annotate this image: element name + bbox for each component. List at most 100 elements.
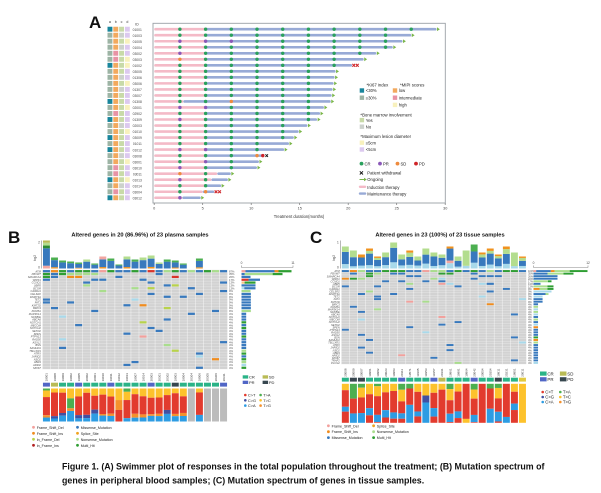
svg-text:In_Frame_Ins: In_Frame_Ins — [37, 444, 59, 448]
svg-text:BIRC3: BIRC3 — [33, 306, 41, 310]
svg-text:BSN: BSN — [334, 336, 340, 340]
svg-text:C>T: C>T — [248, 393, 256, 398]
svg-text:03007: 03007 — [133, 94, 142, 98]
svg-text:19983: 19983 — [392, 368, 396, 377]
svg-text:b: b — [115, 20, 117, 24]
svg-text:ATM: ATM — [333, 269, 340, 273]
svg-text:20354: 20354 — [489, 368, 493, 377]
svg-text:9%: 9% — [229, 292, 233, 296]
svg-text:SD: SD — [567, 372, 573, 377]
svg-text:SPEN: SPEN — [34, 332, 41, 336]
svg-text:20002: 20002 — [85, 373, 89, 382]
svg-text:35%: 35% — [229, 272, 235, 276]
svg-text:12: 12 — [586, 261, 590, 265]
svg-text:PR: PR — [547, 377, 553, 382]
svg-text:FBXW7: FBXW7 — [32, 272, 42, 276]
svg-text:KMT2D: KMT2D — [32, 303, 41, 307]
svg-text:19002: 19002 — [69, 373, 73, 382]
svg-text:*Ki67 index: *Ki67 index — [367, 83, 390, 88]
svg-text:26%: 26% — [229, 275, 235, 279]
svg-text:19011: 19011 — [109, 373, 113, 381]
svg-text:03008: 03008 — [133, 154, 142, 158]
svg-text:C: C — [310, 228, 322, 247]
svg-text:NOTCH2: NOTCH2 — [30, 326, 42, 330]
svg-text:ASXL2: ASXL2 — [330, 333, 340, 337]
svg-text:CELSR2: CELSR2 — [329, 290, 340, 294]
svg-text:20008: 20008 — [344, 368, 348, 377]
svg-text:≥30%: ≥30% — [366, 95, 377, 100]
svg-text:NFKBIE: NFKBIE — [31, 315, 41, 319]
svg-text:SAMHD1: SAMHD1 — [30, 346, 42, 350]
svg-text:01013: 01013 — [133, 178, 142, 182]
svg-text:19013: 19013 — [125, 373, 129, 382]
svg-text:19982: 19982 — [376, 368, 380, 377]
svg-text:C>A: C>A — [545, 400, 553, 405]
svg-text:<5cm: <5cm — [366, 147, 377, 152]
svg-text:ATRX: ATRX — [332, 343, 340, 347]
svg-text:BSN: BSN — [35, 343, 41, 347]
svg-text:9%: 9% — [528, 292, 532, 296]
svg-text:Missense_Mutation: Missense_Mutation — [332, 436, 363, 440]
svg-text:20001: 20001 — [93, 373, 97, 382]
svg-text:22%: 22% — [528, 277, 534, 281]
svg-text:TET2: TET2 — [333, 295, 340, 299]
svg-text:01309: 01309 — [133, 118, 142, 122]
svg-text:Frame_Shift_Ins: Frame_Shift_Ins — [332, 430, 359, 434]
svg-text:T>C: T>C — [263, 398, 271, 403]
svg-text:UBR4: UBR4 — [333, 351, 341, 355]
svg-text:DNMT3A: DNMT3A — [329, 292, 340, 296]
svg-text:4%: 4% — [528, 358, 532, 362]
svg-text:5: 5 — [202, 206, 204, 210]
svg-text:20231: 20231 — [505, 368, 509, 377]
svg-text:17%: 17% — [528, 279, 534, 283]
svg-text:19157: 19157 — [432, 368, 436, 377]
svg-text:1: 1 — [337, 241, 339, 245]
svg-text:SD: SD — [269, 374, 275, 379]
svg-text:KMT2D: KMT2D — [331, 300, 340, 304]
svg-text:C>T: C>T — [545, 390, 553, 395]
svg-text:4%: 4% — [528, 351, 532, 355]
svg-text:20054: 20054 — [480, 368, 484, 377]
svg-text:9%: 9% — [229, 289, 233, 293]
svg-text:20311: 20311 — [222, 373, 226, 381]
svg-text:9%: 9% — [528, 297, 532, 301]
svg-text:4%: 4% — [528, 356, 532, 360]
svg-text:4%: 4% — [229, 360, 233, 364]
svg-text:PTPN13: PTPN13 — [330, 328, 341, 332]
svg-text:TBL1XR1: TBL1XR1 — [29, 349, 41, 353]
svg-text:4%: 4% — [229, 315, 233, 319]
svg-text:<30%: <30% — [366, 88, 377, 93]
svg-text:4%: 4% — [528, 328, 532, 332]
svg-text:c: c — [121, 20, 123, 24]
svg-text:87%: 87% — [229, 269, 235, 273]
svg-text:4%: 4% — [229, 326, 233, 330]
svg-text:20302: 20302 — [165, 373, 169, 382]
svg-text:4%: 4% — [528, 361, 532, 365]
svg-text:20304: 20304 — [190, 373, 194, 382]
svg-text:NOTCH1: NOTCH1 — [30, 320, 42, 324]
svg-text:19571: 19571 — [408, 368, 412, 377]
svg-text:log2: log2 — [33, 255, 37, 261]
svg-text:9%: 9% — [528, 290, 532, 294]
svg-text:19981: 19981 — [368, 368, 372, 377]
svg-text:≥5cm: ≥5cm — [366, 140, 377, 145]
svg-text:100%: 100% — [528, 269, 535, 273]
svg-text:19014: 19014 — [141, 373, 145, 382]
svg-text:4%: 4% — [229, 337, 233, 341]
svg-text:WIPF1: WIPF1 — [33, 278, 42, 282]
svg-text:RAD50: RAD50 — [32, 337, 41, 341]
svg-text:9%: 9% — [229, 306, 233, 310]
svg-text:19001: 19001 — [45, 373, 49, 382]
svg-text:SETD2: SETD2 — [331, 323, 340, 327]
svg-text:20306: 20306 — [214, 373, 218, 382]
svg-text:19811: 19811 — [497, 368, 501, 376]
svg-text:4%: 4% — [229, 352, 233, 356]
svg-text:CR: CR — [249, 374, 255, 379]
svg-text:Altered genes in 20 (86.96%) o: Altered genes in 20 (86.96%) of 23 plasm… — [71, 232, 208, 238]
svg-text:19009: 19009 — [61, 373, 65, 382]
svg-text:Multi_Hit: Multi_Hit — [81, 444, 95, 448]
svg-text:UBR4: UBR4 — [34, 360, 42, 364]
svg-text:No: No — [366, 124, 372, 129]
svg-text:9%: 9% — [229, 301, 233, 305]
svg-text:4%: 4% — [229, 335, 233, 339]
